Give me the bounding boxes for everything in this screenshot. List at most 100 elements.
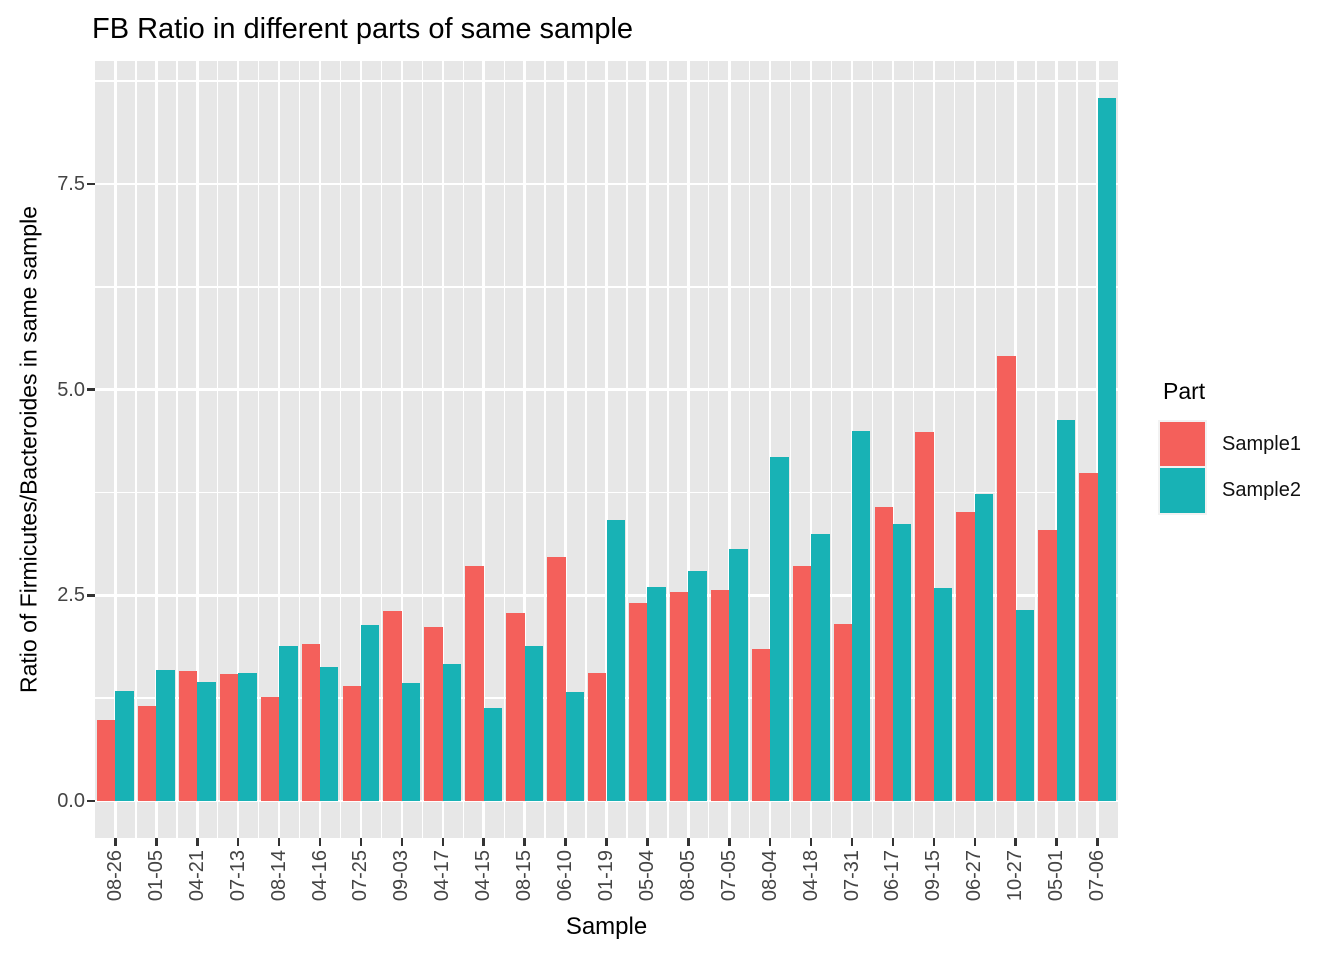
gridline-major-x: [236, 61, 240, 838]
gridline-major-x: [277, 61, 281, 838]
y-tick-label: 7.5: [57, 172, 85, 195]
x-axis-tick: [1055, 838, 1058, 846]
x-axis-tick: [114, 838, 117, 846]
gridline-major-x: [646, 61, 649, 838]
x-axis-tick: [318, 838, 322, 846]
gridline-major-x: [809, 61, 813, 838]
x-tick-label: 06-27: [954, 850, 995, 916]
gridline-minor-x: [217, 61, 219, 838]
bar-sample2-04-15: [483, 708, 503, 801]
gridline-major-x: [605, 61, 608, 838]
bar-sample1-06-10: [547, 557, 566, 801]
bar-sample1-07-31: [833, 624, 852, 801]
x-tick-label: 08-04: [750, 850, 791, 916]
bar-sample2-04-16: [320, 666, 339, 801]
x-axis-tick: [482, 838, 485, 846]
gridline-minor-x: [1035, 61, 1037, 838]
bar-sample2-05-01: [1056, 420, 1076, 801]
x-tick-label-text: 07-05: [717, 850, 740, 902]
gridline-minor-x: [421, 61, 424, 838]
legend-swatch-sample2: [1160, 467, 1205, 513]
x-axis-tick: [891, 838, 895, 846]
x-tick-label: 07-25: [341, 850, 382, 916]
y-axis-tick: [87, 594, 95, 597]
x-tick-label: 04-16: [300, 850, 341, 916]
x-axis-tick: [932, 838, 936, 846]
gridline-major-x: [196, 61, 199, 838]
bar-sample1-07-05: [710, 589, 730, 801]
gridline-major-x: [400, 61, 404, 838]
bar-sample1-08-04: [751, 648, 771, 801]
gridline-major-x: [441, 61, 445, 838]
bar-sample2-06-27: [974, 494, 994, 801]
bar-sample1-07-06: [1079, 472, 1098, 801]
y-tick-label: 0.0: [57, 790, 85, 812]
bar-sample2-09-03: [401, 683, 421, 801]
x-tick-label-text: 06-10: [554, 850, 577, 902]
gridline-minor-x: [667, 61, 669, 838]
x-tick-label: 01-05: [136, 850, 177, 916]
x-axis-tick: [728, 838, 731, 846]
gridline-minor-x: [708, 61, 710, 838]
x-tick-label: 07-13: [218, 850, 259, 916]
bar-sample2-01-05: [156, 670, 175, 801]
gridline-major-x: [523, 61, 526, 838]
gridline-major-x: [687, 61, 690, 838]
bar-sample1-08-26: [97, 720, 116, 801]
bar-sample2-08-05: [688, 570, 707, 801]
bar-sample1-10-27: [997, 355, 1016, 801]
gridline-minor-x: [298, 61, 301, 838]
x-tick-label: 06-17: [872, 850, 913, 916]
x-tick-label-text: 04-16: [308, 850, 331, 902]
x-axis-tick: [277, 838, 281, 846]
x-tick-label: 07-05: [709, 850, 750, 916]
x-axis-tick: [768, 838, 772, 846]
gridline-minor-x: [749, 61, 751, 838]
x-axis-tick: [687, 838, 690, 846]
x-tick-label-text: 04-15: [472, 850, 495, 902]
x-axis-tick: [1014, 838, 1017, 846]
legend-swatch-sample1: [1160, 421, 1205, 467]
x-tick-label-text: 01-05: [144, 850, 167, 902]
x-tick-label-text: 05-01: [1045, 850, 1068, 902]
bar-sample2-04-18: [811, 534, 830, 801]
bar-sample2-06-17: [892, 523, 912, 801]
x-axis-tick: [441, 838, 445, 846]
x-tick-label: 08-15: [504, 850, 545, 916]
gridline-minor-x: [626, 61, 628, 838]
gridline-major-x: [155, 61, 158, 838]
legend-title: Part: [1163, 378, 1206, 404]
legend-entry-sample2: Sample2: [1160, 467, 1301, 513]
gridline-minor-x: [339, 61, 342, 838]
x-tick-label-text: 07-25: [349, 850, 372, 902]
bar-sample2-06-10: [565, 692, 584, 801]
x-tick-label-text: 06-27: [963, 850, 986, 902]
gridline-minor-x: [830, 61, 833, 838]
x-tick-label-text: 08-15: [513, 850, 536, 902]
bar-sample1-01-05: [137, 706, 157, 801]
bar-sample1-01-19: [588, 672, 607, 801]
gridline-minor-x: [503, 61, 505, 838]
bar-sample2-05-04: [647, 587, 666, 801]
bar-sample1-04-16: [301, 643, 321, 801]
x-tick-label-text: 08-05: [676, 850, 699, 902]
x-axis-tick: [564, 838, 567, 846]
bar-sample1-08-05: [669, 592, 689, 801]
x-tick-label: 08-26: [95, 850, 136, 916]
x-axis-tick: [973, 838, 977, 846]
x-tick-label: 04-15: [463, 850, 504, 916]
gridline-major-x: [318, 61, 322, 838]
gridline-major-x: [891, 61, 895, 838]
gridline-major-x: [1014, 61, 1017, 838]
bar-sample2-01-19: [606, 520, 625, 801]
gridline-minor-x: [257, 61, 260, 838]
x-axis-tick: [850, 838, 854, 846]
gridline-major-x: [973, 61, 977, 838]
x-tick-label-text: 06-17: [881, 850, 904, 902]
x-tick-label-text: 07-31: [840, 850, 863, 902]
gridline-major-x: [768, 61, 772, 838]
y-axis-tick: [87, 388, 95, 391]
gridline-minor-x: [544, 61, 546, 838]
x-tick-label-text: 09-15: [922, 850, 945, 902]
